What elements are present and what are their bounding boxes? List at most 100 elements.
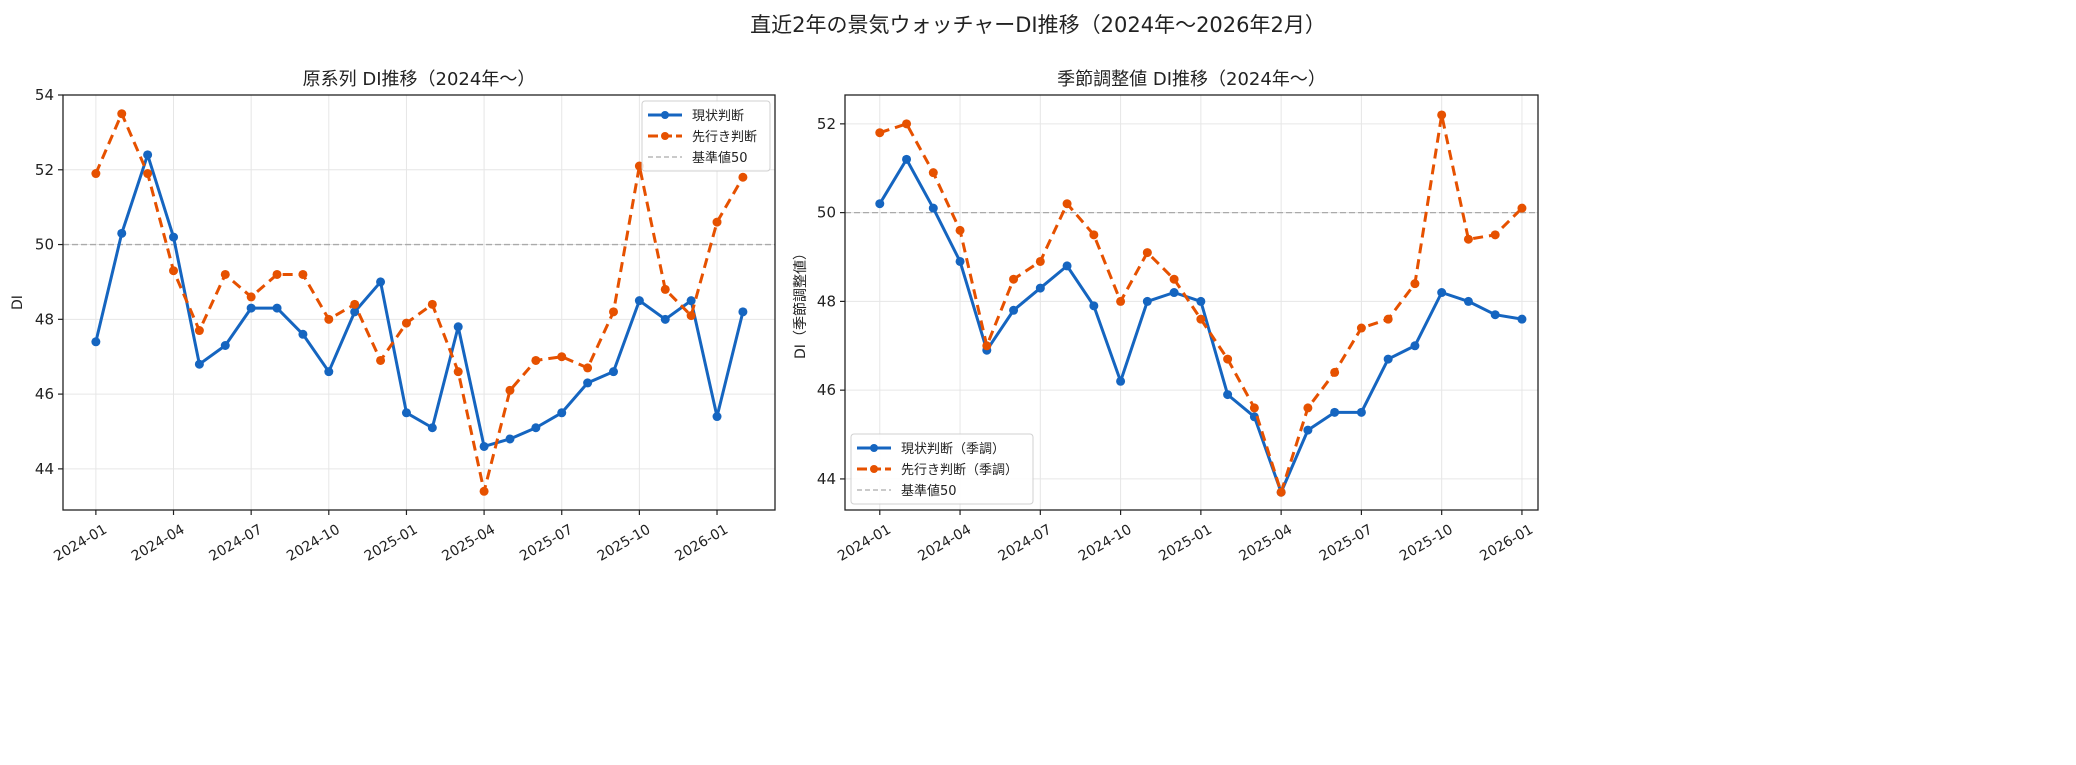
legend-item-baseline-label: 基準値50	[901, 483, 957, 499]
data-point	[91, 337, 101, 347]
legend: 現状判断（季調） 先行き判断（季調） 基準値50	[850, 433, 1034, 505]
y-tick-label: 48	[35, 310, 54, 328]
data-point	[1009, 274, 1019, 284]
data-point	[955, 256, 965, 266]
data-point	[220, 340, 230, 350]
legend-item-outlook-marker	[661, 132, 669, 140]
y-tick-label: 48	[817, 292, 836, 310]
x-tick-label: 2024-01	[835, 522, 894, 565]
legend-item-current-label: 現状判断（季調）	[901, 442, 1005, 457]
x-tick-label: 2025-01	[1156, 522, 1215, 565]
y-tick-label: 44	[817, 470, 836, 488]
data-point	[1169, 288, 1179, 298]
data-point	[350, 307, 360, 317]
data-point	[272, 269, 282, 279]
x-tick-label: 2025-10	[595, 522, 654, 565]
x-tick-label: 2024-07	[206, 522, 265, 565]
x-tick-label: 2024-10	[284, 522, 343, 565]
data-point	[902, 119, 912, 129]
x-tick-label: 2025-07	[517, 522, 576, 565]
subplot-title: 季節調整値 DI推移（2024年〜）	[1057, 69, 1326, 90]
x-tick-label: 2026-01	[1477, 522, 1536, 565]
data-point	[902, 154, 912, 164]
data-point	[1490, 310, 1500, 320]
data-point	[505, 434, 515, 444]
data-point	[1383, 354, 1393, 364]
x-tick-label: 2024-04	[129, 522, 188, 565]
data-point	[1009, 305, 1019, 315]
y-tick-label: 50	[817, 204, 836, 222]
x-tick-label: 2024-10	[1076, 522, 1135, 565]
figure-title: 直近2年の景気ウォッチャーDI推移（2024年〜2026年2月）	[750, 13, 1326, 37]
data-point	[117, 109, 127, 119]
y-tick-label: 50	[35, 236, 54, 254]
data-point	[479, 441, 489, 451]
legend-box	[850, 433, 1034, 505]
data-point	[324, 314, 334, 324]
data-point	[194, 326, 204, 336]
data-point	[1356, 323, 1366, 333]
y-tick-label: 52	[817, 115, 836, 133]
x-tick-label: 2025-10	[1397, 522, 1456, 565]
data-point	[220, 269, 230, 279]
data-point	[1410, 341, 1420, 351]
legend-item-baseline-label: 基準値50	[692, 150, 748, 166]
data-point	[531, 423, 541, 433]
data-point	[169, 266, 179, 276]
chart-raw-series: 44 46 48 50 52 54 2024-01 2024-04 2024-07 2024-10…	[10, 69, 776, 565]
data-point	[1035, 283, 1045, 293]
data-point	[1142, 248, 1152, 258]
y-tick-label: 52	[35, 161, 54, 179]
data-point	[1062, 199, 1072, 209]
y-tick-label: 54	[35, 86, 54, 104]
data-point	[143, 150, 153, 160]
data-point	[401, 408, 411, 418]
data-point	[1490, 230, 1500, 240]
data-point	[531, 355, 541, 365]
data-point	[928, 168, 938, 178]
data-point	[712, 217, 722, 227]
data-point	[246, 303, 256, 313]
data-point	[583, 363, 593, 373]
data-point	[427, 423, 437, 433]
data-point	[686, 296, 696, 306]
data-point	[401, 318, 411, 328]
data-point	[875, 199, 885, 209]
data-point	[1223, 354, 1233, 364]
data-point	[1089, 301, 1099, 311]
data-point	[117, 228, 127, 238]
data-point	[272, 303, 282, 313]
data-point	[982, 341, 992, 351]
data-point	[376, 355, 386, 365]
data-point	[608, 367, 618, 377]
data-point	[324, 367, 334, 377]
data-point	[1517, 203, 1527, 213]
data-point	[1356, 407, 1366, 417]
data-point	[1437, 288, 1447, 298]
data-point	[1517, 314, 1527, 324]
data-point	[453, 322, 463, 332]
data-point	[1116, 376, 1126, 386]
data-point	[169, 232, 179, 242]
data-point	[91, 169, 101, 179]
plot-frame	[844, 94, 1539, 511]
data-point	[1437, 110, 1447, 120]
x-tick-label: 2025-04	[439, 522, 498, 565]
data-point	[1463, 296, 1473, 306]
x-tick-label: 2025-07	[1317, 522, 1376, 565]
y-tick-label: 46	[817, 381, 836, 399]
data-point	[1276, 487, 1286, 497]
data-point	[1089, 230, 1099, 240]
data-point	[1410, 279, 1420, 289]
legend-box	[641, 100, 771, 172]
data-point	[738, 172, 748, 182]
data-point	[928, 203, 938, 213]
data-point	[1463, 234, 1473, 244]
data-point	[298, 329, 308, 339]
x-tick-label: 2025-01	[362, 522, 421, 565]
data-point	[246, 292, 256, 302]
data-point	[1169, 274, 1179, 284]
y-axis-label: DI（季節調整値）	[792, 246, 809, 359]
plot-frame	[62, 94, 776, 511]
